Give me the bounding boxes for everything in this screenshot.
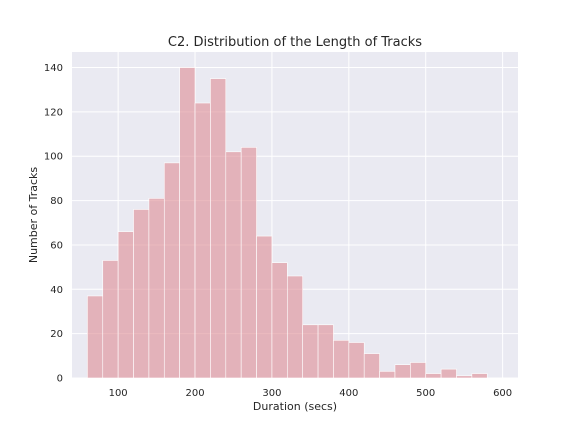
histogram-bar: [379, 371, 396, 379]
histogram-bar: [348, 342, 365, 379]
histogram-bars: [87, 67, 488, 379]
histogram-bar: [287, 275, 303, 379]
histogram-bar: [363, 353, 380, 379]
y-tick-label: 140: [44, 63, 63, 74]
x-tick-label: 400: [339, 388, 358, 399]
histogram-bar: [179, 67, 196, 379]
histogram-bar: [133, 209, 150, 379]
y-tick-label: 20: [50, 329, 63, 340]
histogram-bar: [302, 324, 319, 379]
histogram-bar: [240, 147, 257, 379]
y-tick-label: 40: [50, 285, 63, 296]
histogram-bar: [163, 162, 180, 379]
histogram-bar: [394, 364, 411, 379]
histogram-bar: [333, 339, 350, 379]
histogram-bar: [471, 373, 488, 379]
y-axis-label: Number of Tracks: [27, 167, 40, 264]
y-tick-label: 60: [50, 240, 63, 251]
histogram-bar: [117, 231, 134, 379]
histogram-bar: [425, 373, 442, 379]
y-tick-label: 80: [50, 196, 63, 207]
histogram-bar: [410, 362, 427, 379]
histogram-bar: [87, 295, 104, 379]
histogram-bar: [440, 368, 457, 379]
histogram-bar: [225, 151, 242, 379]
histogram-bar: [210, 78, 227, 379]
histogram-bar: [456, 375, 473, 379]
histogram-bar: [271, 262, 288, 379]
x-tick-label: 500: [416, 388, 435, 399]
histogram-bar: [102, 260, 119, 379]
histogram-bar: [317, 324, 334, 379]
chart-title: C2. Distribution of the Length of Tracks: [168, 35, 422, 50]
y-tick-label: 0: [57, 374, 63, 385]
x-tick-label: 300: [262, 388, 281, 399]
histogram-bar: [148, 198, 165, 379]
y-tick-labels: 0 20 40 60 80 100 120 140: [44, 63, 63, 384]
y-tick-label: 120: [44, 107, 63, 118]
x-tick-labels: 100 200 300 400 500 600: [109, 388, 513, 399]
histogram-bar: [256, 235, 273, 379]
x-axis-label: Duration (secs): [253, 400, 337, 413]
x-tick-label: 100: [109, 388, 128, 399]
histogram-bar: [194, 102, 211, 379]
x-tick-label: 600: [493, 388, 512, 399]
y-tick-label: 100: [44, 152, 63, 163]
x-tick-label: 200: [185, 388, 204, 399]
